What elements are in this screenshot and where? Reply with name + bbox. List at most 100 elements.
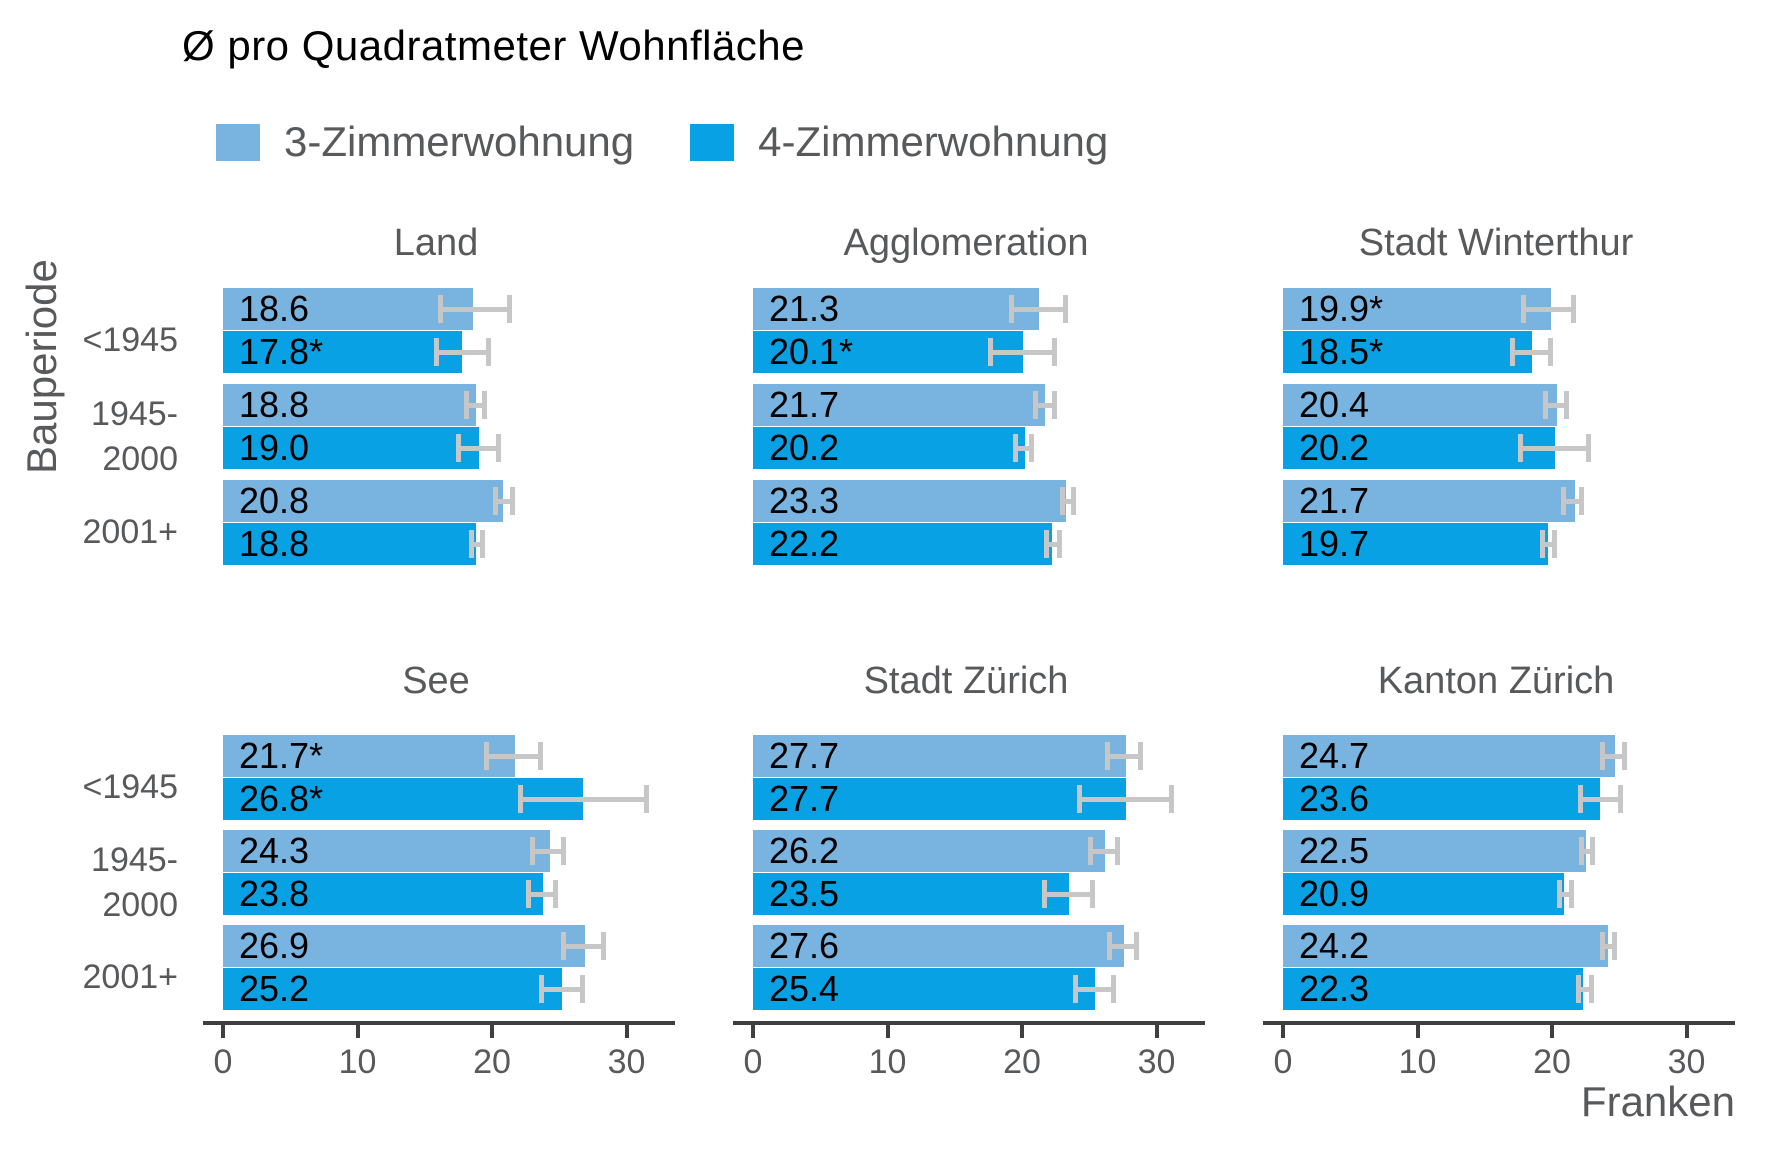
bar-value-label: 20.2 [769,427,840,468]
error-bar-line [1032,402,1057,408]
bar-3-zimmerwohnung: 24.2 [1283,925,1609,967]
bar-3-zimmerwohnung: 21.7 [1283,480,1575,522]
error-bar-cap [552,880,558,908]
bar-3-zimmerwohnung: 26.2 [753,830,1106,872]
category-label-2001: 2001+ [82,513,179,551]
bar-3-zimmerwohnung: 21.7* [223,735,515,777]
error-bar-line [1012,445,1035,451]
bar-value-label: 19.7 [1299,523,1370,564]
error-bar [1008,295,1068,323]
error-bar-cap [480,530,486,558]
x-axis-tick [1020,1024,1024,1038]
error-bar-cap [1576,975,1582,1003]
bar-3-zimmerwohnung: 26.9 [223,925,585,967]
x-axis-tick [1684,1024,1689,1038]
error-bar-line [463,402,487,408]
facet-title-see: See [402,660,470,702]
error-bar-line [434,349,491,355]
error-bar [525,880,558,908]
error-bar-cap [579,975,585,1003]
bar-3-zimmerwohnung: 23.3 [753,480,1067,522]
error-bar [1539,530,1558,558]
error-bar-cap [485,338,491,366]
error-bar-cap [1008,295,1014,323]
error-bar-cap [455,434,461,462]
bar-value-label: 23.3 [769,480,840,521]
error-bar-cap [1518,434,1524,462]
x-axis-tick-label: 30 [1137,1043,1176,1081]
bar-value-label: 26.8* [239,778,324,819]
bar-3-zimmerwohnung: 24.3 [223,830,550,872]
bar-3-zimmerwohnung: 18.8 [223,384,476,426]
error-bar-cap [539,975,545,1003]
error-bar-cap [1618,785,1624,813]
error-bar-cap [1051,391,1057,419]
bar-value-label: 22.5 [1299,830,1370,871]
error-bar-cap [463,391,469,419]
facet-title-stadt-winterthur: Stadt Winterthur [1358,222,1634,264]
error-bar-cap [1577,785,1583,813]
bar-value-label: 19.9* [1299,288,1384,329]
bar-4-zimmerwohnung: 27.7 [753,778,1126,820]
error-bar [1032,391,1057,419]
error-bar-cap [507,295,513,323]
error-bar-cap [1087,837,1093,865]
error-bar-cap [1029,434,1035,462]
legend-item-4-zimmerwohnung: 4-Zimmerwohnung [690,118,1108,166]
error-bar [455,434,502,462]
error-bar-cap [1032,391,1038,419]
x-axis-tick [1550,1024,1554,1038]
bar-value-label: 27.7 [769,735,840,776]
legend-item-3-zimmerwohnung: 3-Zimmerwohnung [216,118,634,166]
bar-4-zimmerwohnung: 20.9 [1283,873,1565,915]
bar-value-label: 21.7 [769,384,840,425]
x-axis-tick-label: 10 [1398,1043,1437,1081]
error-bar-line [1521,306,1577,312]
error-bar [1518,434,1591,462]
category-label-2001: 2001+ [82,958,179,996]
error-bar-cap [1588,975,1594,1003]
bar-value-label: 27.6 [769,925,840,966]
error-bar-cap [1557,880,1563,908]
error-bar-line [1542,402,1570,408]
error-bar-line [1539,541,1558,547]
error-bar [529,837,566,865]
category-label-1945-2000: 1945- 2000 [91,840,178,924]
error-bar [1042,880,1095,908]
error-bar-cap [538,742,544,770]
bar-value-label: 25.4 [769,968,840,1009]
bar-3-zimmerwohnung: 20.4 [1283,384,1558,426]
bar-value-label: 17.8* [239,331,324,372]
bar-3-zimmerwohnung: 20.8 [223,480,503,522]
bar-4-zimmerwohnung: 25.2 [223,968,562,1010]
bar-4-zimmerwohnung: 20.1* [753,331,1024,373]
bar-value-label: 23.6 [1299,778,1370,819]
bar-4-zimmerwohnung: 23.6 [1283,778,1601,820]
error-bar-line [469,541,486,547]
x-axis-tick [221,1024,225,1038]
error-bar-cap [1600,932,1606,960]
bar-3-zimmerwohnung: 27.7 [753,735,1126,777]
bar-value-label: 23.5 [769,873,840,914]
error-bar-line [560,943,607,949]
error-bar-line [1042,891,1095,897]
x-axis-title: Franken [1580,1078,1735,1125]
x-axis-tick-label: 10 [338,1043,377,1081]
bar-value-label: 24.7 [1299,735,1370,776]
category-label-1945: <1945 [82,768,179,806]
x-axis-tick [1154,1024,1159,1038]
error-bar-cap [469,530,475,558]
bar-3-zimmerwohnung: 18.6 [223,288,474,330]
error-bar-cap [483,742,489,770]
facet-title-kanton-z-rich: Kanton Zürich [1377,660,1615,702]
error-bar-cap [1070,487,1076,515]
bar-value-label: 26.2 [769,830,840,871]
error-bar [469,530,486,558]
error-bar-line [1043,541,1063,547]
error-bar [1557,880,1574,908]
error-bar-cap [1168,785,1174,813]
error-bar-line [1008,306,1068,312]
error-bar [483,742,544,770]
bar-4-zimmerwohnung: 19.0 [223,427,479,469]
error-bar-cap [1611,932,1617,960]
